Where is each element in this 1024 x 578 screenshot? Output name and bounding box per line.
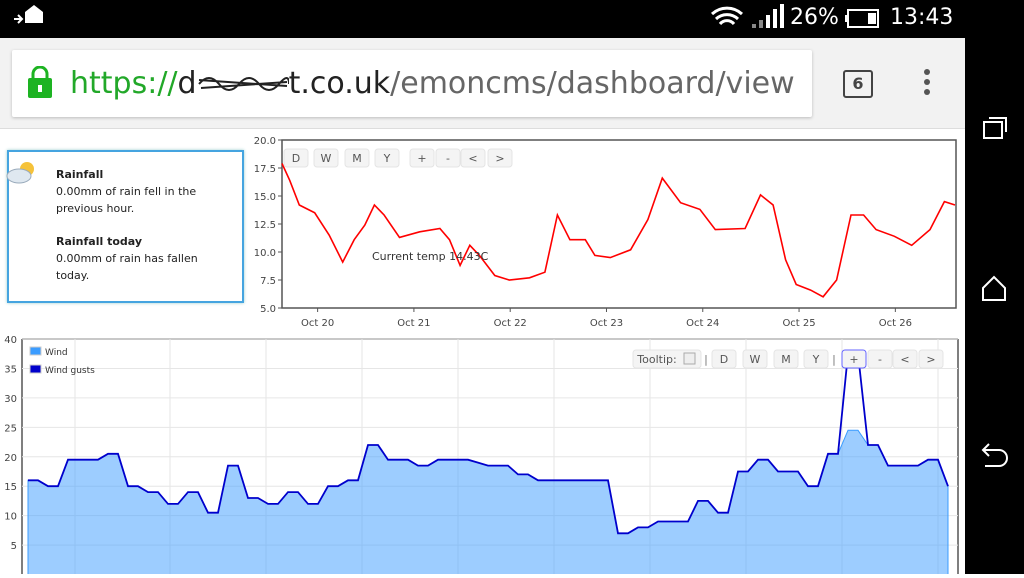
y-tick-label: 5.0 <box>260 304 276 315</box>
temperature-line <box>281 163 956 298</box>
nav-icons <box>981 117 1008 467</box>
toolbar-label: - <box>878 353 882 366</box>
y-tick-label: 30 <box>4 394 17 405</box>
status-bar: 26% 13:43 <box>0 0 1024 38</box>
toolbar-label: Y <box>812 353 820 366</box>
toolbar-button[interactable] <box>374 148 400 168</box>
browser-toolbar: https://d t.co.uk/emoncms/dashboard/view … <box>0 38 965 129</box>
x-tick-label: Oct 23 <box>590 318 623 329</box>
toolbar-button[interactable] <box>773 349 799 369</box>
recents-button[interactable] <box>983 121 1003 139</box>
widget-heading: Rainfall <box>56 168 104 181</box>
toolbar-button[interactable] <box>460 148 486 168</box>
legend-swatch <box>29 346 42 356</box>
lock-icon <box>28 66 52 98</box>
y-tick-label: 5 <box>11 541 17 552</box>
widget-text: 0.00mm of rain fell in the previous hour… <box>56 185 197 215</box>
toolbar-label: Y <box>383 152 391 165</box>
toolbar-label: M <box>352 152 362 165</box>
toolbar-button[interactable] <box>344 148 370 168</box>
gust-line <box>28 352 949 535</box>
y-tick-label: 20.0 <box>254 136 276 147</box>
nav-bar <box>965 38 1024 574</box>
toolbar-button[interactable] <box>487 148 513 168</box>
annotation: Current temp 14.43C <box>372 250 489 263</box>
toolbar-label: + <box>417 152 426 165</box>
toolbar-button[interactable] <box>435 148 461 168</box>
menu-button[interactable] <box>922 68 932 98</box>
toolbar-separator: | <box>704 353 708 366</box>
status-icons <box>14 4 879 28</box>
x-tick-label: Oct 21 <box>397 318 430 329</box>
toolbar-label: + <box>849 353 858 366</box>
url-bar[interactable]: https://d t.co.uk/emoncms/dashboard/view <box>12 50 812 117</box>
battery-text: 26% <box>790 5 839 30</box>
toolbar-label: > <box>495 152 504 165</box>
toolbar-label: Tooltip: <box>636 353 676 366</box>
tab-switcher[interactable]: 6 <box>843 70 873 98</box>
url-text: https://d t.co.uk/emoncms/dashboard/view <box>70 66 795 101</box>
y-tick-label: 17.5 <box>254 164 276 175</box>
toolbar-button[interactable] <box>918 349 944 369</box>
clock: 13:43 <box>890 5 954 30</box>
toolbar-button[interactable] <box>892 349 918 369</box>
widget-text: 0.00mm of rain has fallen today. <box>56 252 198 282</box>
tooltip-checkbox[interactable] <box>683 352 696 365</box>
rainfall-block: Rainfall 0.00mm of rain fell in the prev… <box>56 166 206 284</box>
y-tick-label: 10 <box>4 512 17 523</box>
y-tick-label: 15.0 <box>254 192 276 203</box>
home-button[interactable] <box>982 275 1006 301</box>
toolbar-label: M <box>781 353 791 366</box>
url-host-end: t.co.uk <box>288 66 391 101</box>
toolbar-separator: | <box>832 353 836 366</box>
weather-icon <box>6 162 34 184</box>
legend-label: Wind <box>45 348 68 358</box>
x-tick-label: Oct 22 <box>494 318 527 329</box>
y-tick-label: 10.0 <box>254 248 276 259</box>
charts: 5.0 7.5 10.0 12.5 15.0 17.5 20.0 Oct 20 Oct 21 Oc… <box>4 136 959 574</box>
y-tick-label: 20 <box>4 453 17 464</box>
y-tick-label: 40 <box>4 335 17 346</box>
legend-swatch <box>29 364 42 374</box>
toolbar-button[interactable] <box>742 349 768 369</box>
toolbar-button[interactable] <box>841 349 867 369</box>
legend-label: Wind gusts <box>45 366 95 376</box>
y-tick-label: 7.5 <box>260 276 276 287</box>
y-tick-label: 15 <box>4 482 17 493</box>
toolbar-label: D <box>720 353 728 366</box>
x-tick-label: Oct 25 <box>782 318 815 329</box>
toolbar-button[interactable] <box>867 349 893 369</box>
toolbar-button[interactable] <box>711 349 737 369</box>
rainfall-widget: Rainfall 0.00mm of rain fell in the prev… <box>6 150 244 303</box>
toolbar-button[interactable] <box>409 148 435 168</box>
toolbar-label: W <box>321 152 332 165</box>
x-tick-label: Oct 26 <box>879 318 912 329</box>
widget-heading: Rainfall today <box>56 235 143 248</box>
back-button[interactable] <box>981 443 1008 467</box>
toolbar-label: < <box>468 152 477 165</box>
toolbar-button[interactable] <box>313 148 339 168</box>
x-tick-label: Oct 24 <box>686 318 719 329</box>
toolbar-label: > <box>926 353 935 366</box>
y-tick-label: 12.5 <box>254 220 276 231</box>
toolbar-label: D <box>292 152 300 165</box>
y-tick-label: 25 <box>4 423 17 434</box>
toolbar-button[interactable] <box>803 349 829 369</box>
x-tick-label: Oct 20 <box>301 318 334 329</box>
toolbar-label: < <box>900 353 909 366</box>
url-host-start: d <box>177 66 197 101</box>
redaction <box>197 69 290 93</box>
toolbar-label: - <box>446 152 450 165</box>
url-scheme: https:// <box>70 66 178 101</box>
toolbar-label: W <box>750 353 761 366</box>
toolbar-button[interactable] <box>283 148 309 168</box>
y-tick-label: 35 <box>4 364 17 375</box>
url-path: /emoncms/dashboard/view <box>390 66 795 101</box>
